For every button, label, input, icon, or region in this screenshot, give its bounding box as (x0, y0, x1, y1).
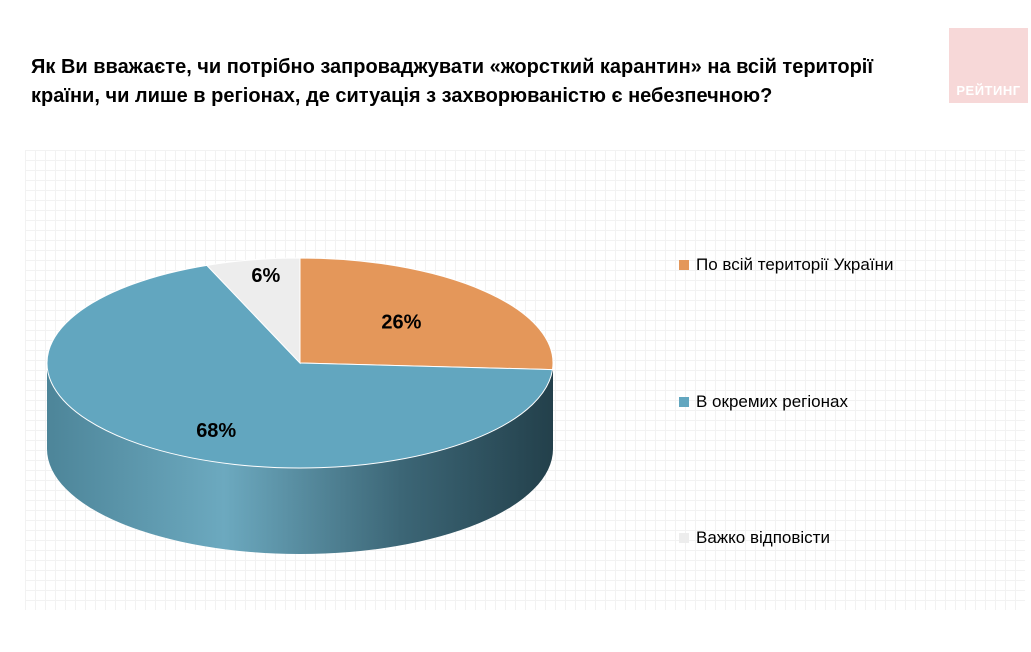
rating-logo-text: РЕЙТИНГ (956, 83, 1021, 98)
pie-slice-hard-to-say (205, 257, 301, 365)
legend-item-hard-to-say: Важко відповісти (679, 528, 830, 548)
chart-title: Як Ви вважаєте, чи потрібно запроваджува… (31, 53, 911, 111)
legend-item-whole-country: По всій території України (679, 255, 893, 275)
legend-label-whole-country: По всій території України (696, 255, 894, 274)
pie-data-labels: 26% 68% 6% (196, 265, 421, 442)
legend-label-hard-to-say: Важко відповісти (696, 528, 830, 547)
chart-title-line-2: країни, чи лише в регіонах, де ситуація … (31, 85, 773, 107)
legend-swatch-whole-country (679, 260, 689, 270)
pie-sides (47, 363, 553, 554)
pie-side-wall (47, 363, 553, 554)
pie-slice-separate-regions (46, 264, 554, 469)
data-label-whole-country: 26% (381, 312, 421, 334)
rating-logo: РЕЙТИНГ (949, 28, 1028, 103)
chart-title-line-1: Як Ви вважаєте, чи потрібно запроваджува… (31, 56, 873, 78)
legend-label-separate-regions: В окремих регіонах (696, 392, 848, 411)
data-label-separate-regions: 68% (196, 420, 236, 442)
data-label-hard-to-say: 6% (251, 265, 280, 287)
legend-swatch-separate-regions (679, 397, 689, 407)
legend-item-separate-regions: В окремих регіонах (679, 392, 848, 412)
pie-slice-whole-country (299, 257, 554, 371)
legend-swatch-hard-to-say (679, 533, 689, 543)
pie-slices (46, 257, 554, 469)
